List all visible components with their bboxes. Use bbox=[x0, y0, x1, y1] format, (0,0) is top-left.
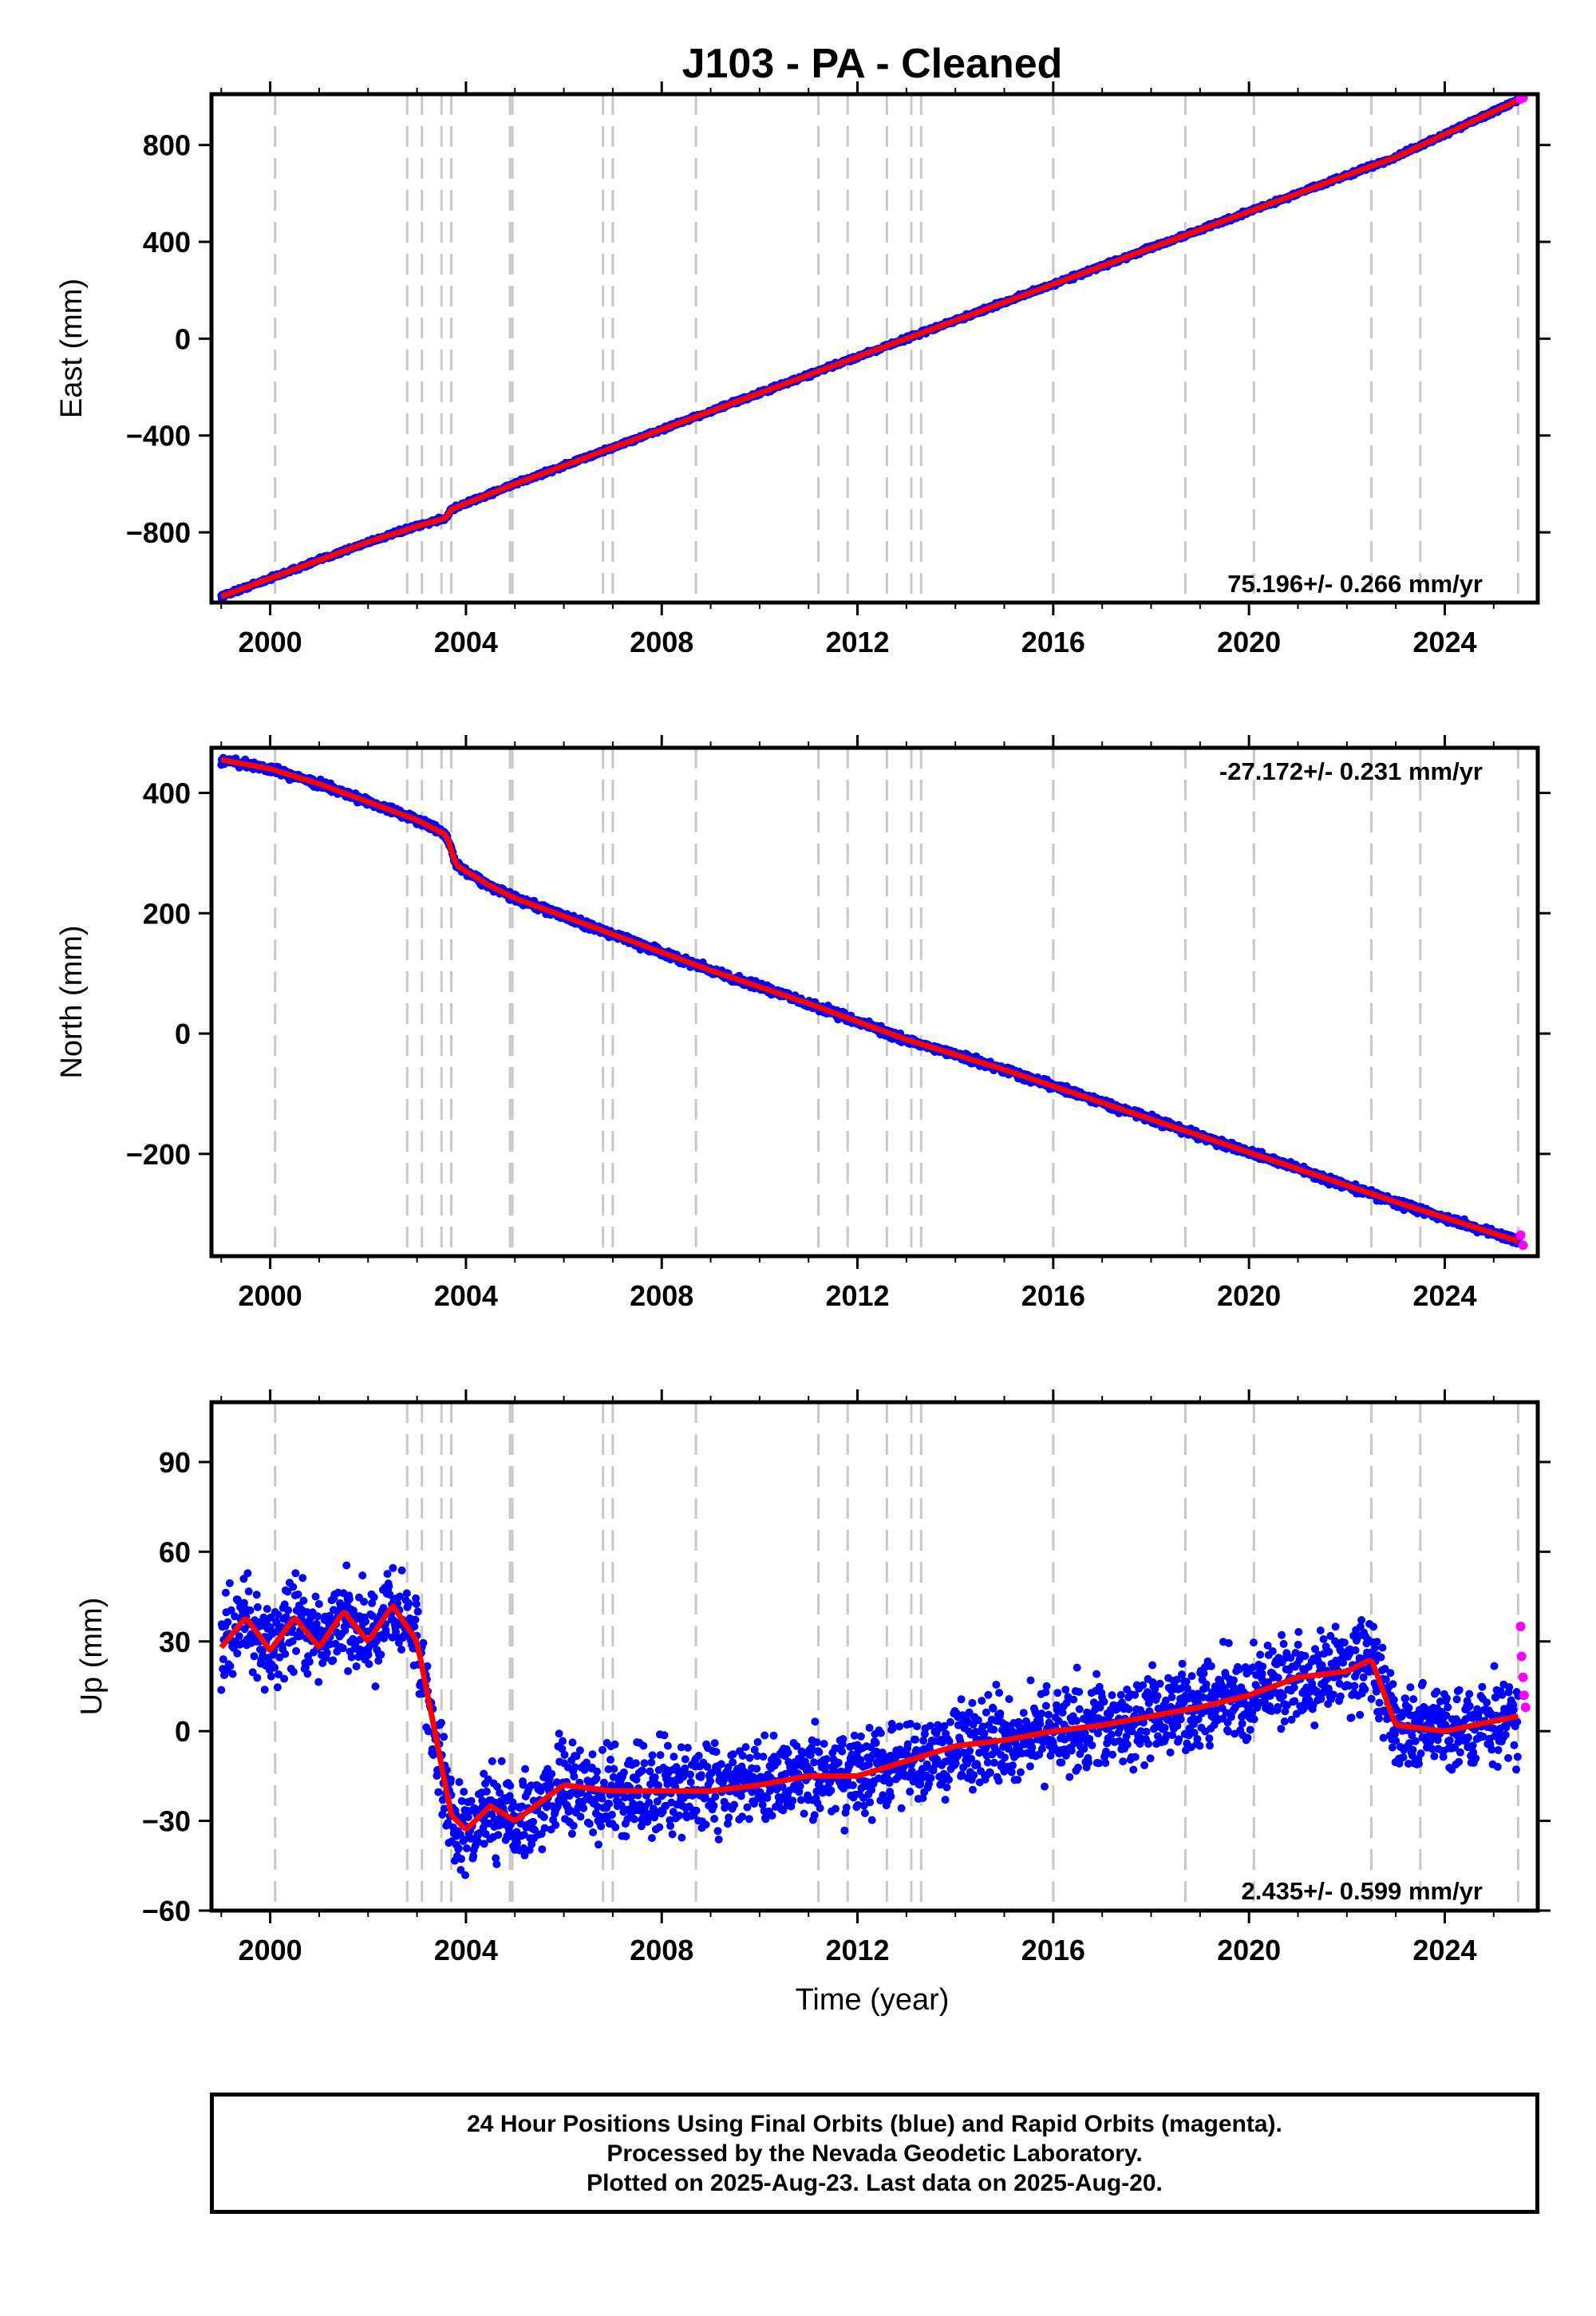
x-tick-label: 2020 bbox=[1217, 626, 1281, 658]
x-tick-label: 2004 bbox=[434, 626, 498, 658]
panels: 2000 2004 2008 2012 2016 2020 2024 −800 −400 0 400… bbox=[55, 81, 1551, 1966]
y-tick-label: 400 bbox=[143, 226, 191, 259]
series-final bbox=[217, 753, 1523, 1248]
x-tick-label: 2000 bbox=[239, 626, 302, 658]
chart-title: J103 - PA - Cleaned bbox=[682, 41, 1063, 87]
y-axis-label: East (mm) bbox=[55, 279, 89, 418]
model-line bbox=[220, 97, 1519, 599]
y-tick-label: −800 bbox=[126, 516, 191, 549]
panel-north: 2000 2004 2008 2012 2016 2020 2024−2000200400N… bbox=[55, 735, 1551, 1312]
rate-label: 75.196+/- 0.266 mm/yr bbox=[1227, 570, 1483, 598]
panel-east: 2000 2004 2008 2012 2016 2020 2024 −800 −400 0 400… bbox=[55, 81, 1551, 658]
x-tick-label: 2016 bbox=[1021, 626, 1085, 658]
x-tick-label: 2008 bbox=[630, 626, 693, 658]
panel-frame bbox=[209, 92, 1540, 605]
x-tick-label: 2012 bbox=[825, 626, 889, 658]
y-tick-label: −400 bbox=[126, 420, 191, 453]
plot-area bbox=[217, 94, 1528, 603]
y-tick-label: 0 bbox=[175, 322, 191, 355]
x-tick-label: 2024 bbox=[1412, 626, 1476, 658]
plot-area bbox=[217, 748, 1528, 1256]
rapid-point bbox=[1518, 94, 1528, 103]
series-rapid bbox=[1515, 94, 1528, 105]
y-tick-label: 800 bbox=[143, 129, 191, 162]
